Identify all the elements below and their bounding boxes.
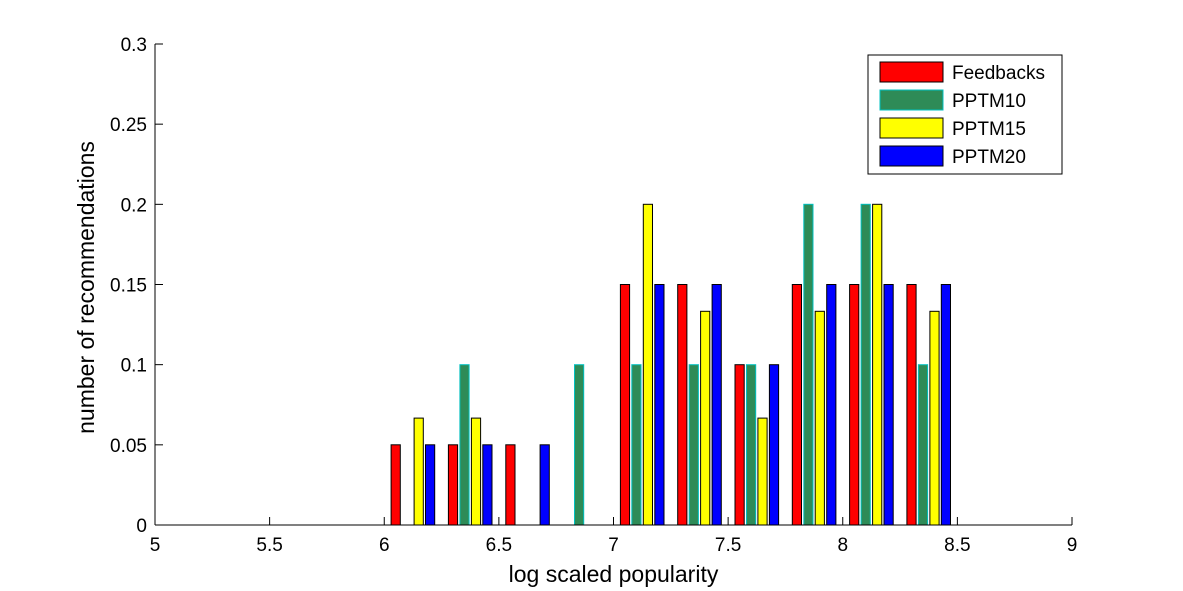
x-tick-label: 8 <box>837 535 848 556</box>
legend-label-feedbacks: Feedbacks <box>952 63 1045 84</box>
x-axis-label: log scaled popularity <box>509 561 719 587</box>
bar-pptm15-bin-12 <box>814 310 825 526</box>
bar-pptm20-bin-5 <box>425 444 436 526</box>
bar-pptm10-bin-14 <box>917 364 929 526</box>
bar-pptm15-bin-9 <box>642 203 653 526</box>
x-tick-label: 9 <box>1067 535 1078 556</box>
bar-pptm20-bin-13 <box>883 284 894 526</box>
bar-pptm10-bin-13 <box>860 203 871 526</box>
bar-pptm20-bin-12 <box>826 284 837 526</box>
y-ticks: 0 0.05 0.1 0.15 0.2 0.25 0.3 <box>110 35 163 537</box>
bar-pptm15-bin-11 <box>757 417 768 526</box>
bar-pptm15-bin-10 <box>700 310 711 526</box>
bar-feedbacks-bin-7 <box>505 444 516 526</box>
x-tick-label: 6 <box>379 535 390 556</box>
bar-pptm10-bin-8 <box>574 364 585 526</box>
legend-swatch-pptm15 <box>879 117 944 139</box>
y-tick-label: 0.3 <box>121 35 147 56</box>
bar-feedbacks-bin-6 <box>447 444 459 526</box>
bar-feedbacks-bin-14 <box>906 284 917 526</box>
y-tick-label: 0.2 <box>121 195 147 216</box>
legend: Feedbacks PPTM10 PPTM15 PPTM20 <box>867 54 1063 175</box>
bar-pptm20-bin-7 <box>539 444 550 526</box>
bar-pptm10-bin-6 <box>459 364 470 526</box>
bars-layer <box>390 203 951 526</box>
legend-label-pptm20: PPTM20 <box>952 147 1026 168</box>
legend-items: Feedbacks PPTM10 PPTM15 PPTM20 <box>879 61 1045 168</box>
x-tick-label: 5 <box>150 535 161 556</box>
bar-pptm10-bin-10 <box>688 364 699 526</box>
bar-feedbacks-bin-9 <box>619 284 631 526</box>
bar-pptm15-bin-6 <box>470 417 482 526</box>
bar-pptm10-bin-12 <box>803 203 814 526</box>
legend-label-pptm10: PPTM10 <box>952 91 1026 112</box>
x-tick-label: 6.5 <box>486 535 512 556</box>
y-tick-label: 0 <box>136 516 147 537</box>
bar-feedbacks-bin-5 <box>390 444 401 526</box>
bar-pptm20-bin-14 <box>940 284 951 526</box>
legend-swatch-feedbacks <box>879 61 944 83</box>
x-tick-label: 7 <box>608 535 619 556</box>
legend-swatch-pptm10 <box>879 89 944 111</box>
x-tick-label: 8.5 <box>944 535 970 556</box>
bar-pptm20-bin-11 <box>768 364 780 526</box>
bar-pptm15-bin-14 <box>929 310 940 526</box>
bar-pptm20-bin-10 <box>711 284 722 526</box>
bar-pptm15-bin-5 <box>413 417 424 526</box>
bar-pptm10-bin-11 <box>746 364 757 526</box>
bar-pptm15-bin-13 <box>872 203 883 526</box>
y-tick-label: 0.25 <box>110 115 147 136</box>
y-axis-label: number of recommendations <box>73 141 99 434</box>
legend-swatch-pptm20 <box>879 145 944 167</box>
bar-feedbacks-bin-10 <box>677 284 688 526</box>
bar-feedbacks-bin-13 <box>849 284 860 526</box>
bar-feedbacks-bin-11 <box>734 364 745 526</box>
y-tick-label: 0.05 <box>110 436 147 457</box>
x-tick-label: 5.5 <box>256 535 282 556</box>
x-ticks: 5 5.5 6 6.5 7 7.5 8 8.5 9 <box>150 517 1078 556</box>
bar-pptm20-bin-9 <box>654 284 665 526</box>
y-tick-label: 0.15 <box>110 276 147 297</box>
legend-label-pptm15: PPTM15 <box>952 119 1026 140</box>
bar-pptm20-bin-6 <box>482 444 493 526</box>
y-tick-label: 0.1 <box>121 356 147 377</box>
x-tick-label: 7.5 <box>715 535 741 556</box>
bar-pptm10-bin-9 <box>631 364 642 526</box>
bar-feedbacks-bin-12 <box>791 284 802 526</box>
axes-layer: 5 5.5 6 6.5 7 7.5 8 8.5 9 0 0.05 0.1 0.15 0.2 0.25 0.3 <box>110 35 1077 556</box>
